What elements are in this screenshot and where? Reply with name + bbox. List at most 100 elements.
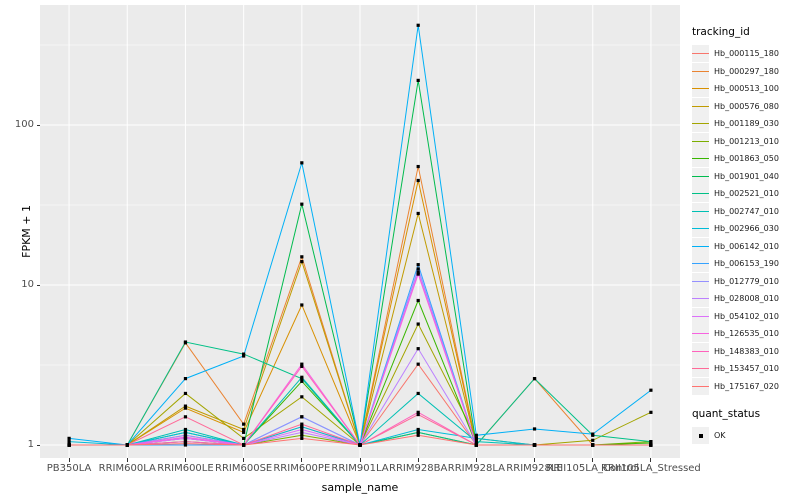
line-swatch-icon xyxy=(692,385,709,387)
x-tick-mark xyxy=(301,458,303,462)
data-point xyxy=(183,406,188,410)
data-point xyxy=(416,78,420,82)
legend-label: Hb_000115_180 xyxy=(714,49,779,59)
x-tick-label: RRIM600LA xyxy=(98,463,156,474)
y-tick-label: 10 xyxy=(21,279,34,290)
data-point xyxy=(67,443,71,447)
x-tick-label: RRIM600PE xyxy=(273,463,331,474)
legend-key xyxy=(692,185,709,203)
legend-item-Hb_000576_080: Hb_000576_080 xyxy=(692,97,798,116)
legend-item-Hb_001189_030: Hb_001189_030 xyxy=(692,115,798,133)
data-point xyxy=(183,435,188,439)
data-point xyxy=(300,375,304,379)
data-point xyxy=(183,340,188,344)
legend-label: Hb_006142_010 xyxy=(714,241,779,251)
legend-key xyxy=(692,45,709,63)
data-point xyxy=(300,425,304,429)
y-axis-title: FPKM + 1 xyxy=(20,205,33,258)
data-point xyxy=(416,427,420,432)
line-swatch-icon xyxy=(692,298,709,300)
data-point xyxy=(300,433,304,437)
legend-key xyxy=(692,115,709,133)
legend-quant-items: OK xyxy=(692,427,798,445)
legend-label: Hb_001213_010 xyxy=(714,136,779,146)
x-axis-title: sample_name xyxy=(321,481,399,494)
line-swatch-icon xyxy=(692,228,709,230)
legend-title-quant-status: quant_status xyxy=(692,408,761,420)
legend-item-Hb_153457_010: Hb_153457_010 xyxy=(692,360,798,378)
line-swatch-icon xyxy=(692,210,709,212)
legend-label: Hb_002521_010 xyxy=(714,189,779,199)
line-swatch-icon xyxy=(692,280,709,282)
data-point xyxy=(532,443,537,447)
x-tick-mark xyxy=(475,458,477,462)
legend-item-Hb_000115_180: Hb_000115_180 xyxy=(692,45,798,63)
legend-key xyxy=(692,62,709,80)
legend-label: Hb_012779_010 xyxy=(714,276,779,286)
line-swatch-icon xyxy=(692,123,709,125)
legend-key xyxy=(692,307,709,325)
legend-key xyxy=(692,202,709,220)
line-swatch-icon xyxy=(692,368,709,370)
legend-key xyxy=(692,342,709,360)
data-point xyxy=(649,410,653,414)
data-point xyxy=(300,422,304,426)
legend-label: Hb_028008_010 xyxy=(714,294,779,304)
legend-item-Hb_175167_020: Hb_175167_020 xyxy=(692,377,798,396)
data-point xyxy=(416,433,420,437)
x-tick-mark xyxy=(417,458,419,462)
data-point xyxy=(183,430,188,434)
line-swatch-icon xyxy=(692,350,709,352)
x-tick-mark xyxy=(359,458,361,462)
y-tick-mark xyxy=(36,284,40,286)
data-point xyxy=(183,415,188,419)
data-point xyxy=(416,263,420,267)
data-point xyxy=(649,440,653,444)
data-point xyxy=(649,388,653,392)
legend-tracking-items: Hb_000115_180 Hb_000297_180 Hb_000513_100 H… xyxy=(692,45,798,395)
legend-key xyxy=(692,150,709,168)
legend-key xyxy=(692,427,709,445)
data-point xyxy=(416,164,420,169)
x-tick-label: RRIM928LA xyxy=(447,463,505,474)
x-tick-label: RRIM600SE xyxy=(215,463,273,474)
legend-label: Hb_126535_010 xyxy=(714,329,779,339)
legend-key xyxy=(692,97,709,115)
data-point xyxy=(300,161,304,165)
data-point xyxy=(183,404,188,408)
line-swatch-icon xyxy=(692,53,709,55)
data-point xyxy=(242,352,246,356)
legend-label: Hb_054102_010 xyxy=(714,311,779,321)
data-point xyxy=(242,436,246,440)
legend-item-Hb_000513_100: Hb_000513_100 xyxy=(692,80,798,98)
legend-label: Hb_001863_050 xyxy=(714,154,779,164)
legend-key xyxy=(692,290,709,308)
legend-label: Hb_001189_030 xyxy=(714,119,779,129)
data-point xyxy=(183,427,188,432)
data-point xyxy=(300,379,304,383)
data-point xyxy=(300,362,304,366)
legend-item-Hb_002747_010: Hb_002747_010 xyxy=(692,202,798,221)
data-point xyxy=(416,322,420,326)
legend-label: Hb_000297_180 xyxy=(714,66,779,76)
legend-key xyxy=(692,272,709,290)
data-point xyxy=(591,443,595,447)
x-tick-label: RRII105LA_Stressed xyxy=(601,463,701,474)
data-point xyxy=(183,433,188,437)
legend-item-Hb_126535_010: Hb_126535_010 xyxy=(692,325,798,343)
data-point xyxy=(416,23,420,27)
line-swatch-icon xyxy=(692,193,709,195)
data-point xyxy=(300,260,304,264)
data-point xyxy=(416,347,420,351)
data-point xyxy=(416,410,420,414)
line-swatch-icon xyxy=(692,158,709,160)
data-point xyxy=(416,391,420,396)
data-point xyxy=(474,443,478,447)
data-point xyxy=(591,432,595,436)
data-point xyxy=(300,303,304,307)
data-point xyxy=(474,440,478,444)
legend-key xyxy=(692,255,709,273)
data-point xyxy=(183,440,188,444)
line-swatch-icon xyxy=(692,140,709,142)
